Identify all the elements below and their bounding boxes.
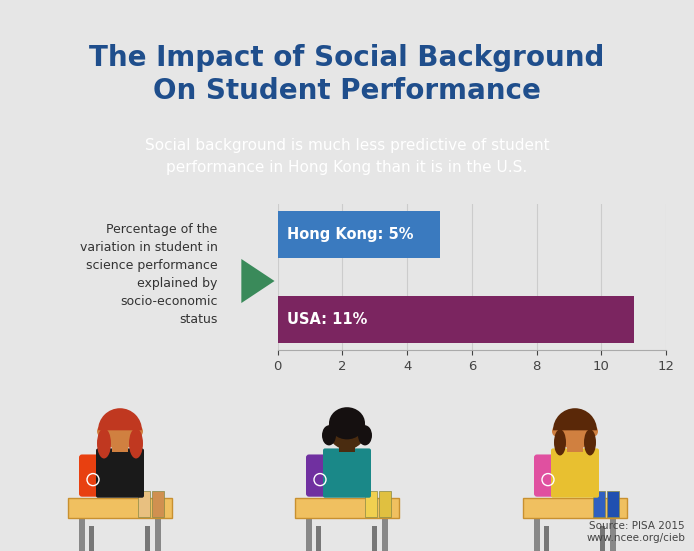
Bar <box>372 526 377 551</box>
Bar <box>306 516 312 551</box>
FancyBboxPatch shape <box>96 449 144 498</box>
Bar <box>316 526 321 551</box>
Bar <box>79 516 85 551</box>
Bar <box>593 490 605 517</box>
Ellipse shape <box>129 428 143 458</box>
Bar <box>544 526 549 551</box>
Bar <box>145 526 150 551</box>
Ellipse shape <box>97 426 105 436</box>
Bar <box>382 516 388 551</box>
Bar <box>600 526 605 551</box>
Bar <box>610 516 616 551</box>
Text: Percentage of the
variation in student in
science performance
explained by
socio: Percentage of the variation in student i… <box>80 224 218 326</box>
Bar <box>567 440 583 452</box>
Polygon shape <box>242 259 275 303</box>
Bar <box>155 516 161 551</box>
Text: Social background is much less predictive of student
performance in Hong Kong th: Social background is much less predictiv… <box>144 138 550 175</box>
Bar <box>278 210 439 258</box>
Bar <box>278 296 634 343</box>
Bar <box>607 490 619 517</box>
FancyBboxPatch shape <box>68 498 172 518</box>
Ellipse shape <box>324 426 332 436</box>
Bar <box>138 490 150 517</box>
FancyBboxPatch shape <box>295 498 399 518</box>
Bar <box>152 490 164 517</box>
Wedge shape <box>98 408 142 430</box>
Text: Hong Kong: 5%: Hong Kong: 5% <box>287 226 414 241</box>
Text: The Impact of Social Background
On Student Performance: The Impact of Social Background On Stude… <box>90 45 604 105</box>
Ellipse shape <box>556 411 594 450</box>
FancyBboxPatch shape <box>551 449 599 498</box>
Ellipse shape <box>322 425 336 445</box>
FancyBboxPatch shape <box>323 449 371 498</box>
Bar <box>365 490 377 517</box>
Bar <box>534 516 540 551</box>
Ellipse shape <box>358 425 372 445</box>
FancyBboxPatch shape <box>306 455 334 496</box>
Ellipse shape <box>329 407 365 439</box>
Ellipse shape <box>135 426 143 436</box>
Bar <box>89 526 94 551</box>
Bar <box>379 490 391 517</box>
FancyBboxPatch shape <box>534 455 562 496</box>
FancyBboxPatch shape <box>79 455 107 496</box>
Ellipse shape <box>97 428 111 458</box>
Ellipse shape <box>584 429 596 456</box>
Ellipse shape <box>590 426 598 436</box>
Text: USA: 11%: USA: 11% <box>287 312 368 327</box>
Wedge shape <box>553 408 597 430</box>
Ellipse shape <box>554 429 566 456</box>
Ellipse shape <box>552 426 560 436</box>
Ellipse shape <box>101 411 139 450</box>
FancyBboxPatch shape <box>523 498 627 518</box>
Ellipse shape <box>362 426 370 436</box>
Bar <box>339 440 355 452</box>
Bar <box>112 440 128 452</box>
Text: Source: PISA 2015
www.ncee.org/cieb: Source: PISA 2015 www.ncee.org/cieb <box>586 521 685 543</box>
Ellipse shape <box>328 411 366 450</box>
